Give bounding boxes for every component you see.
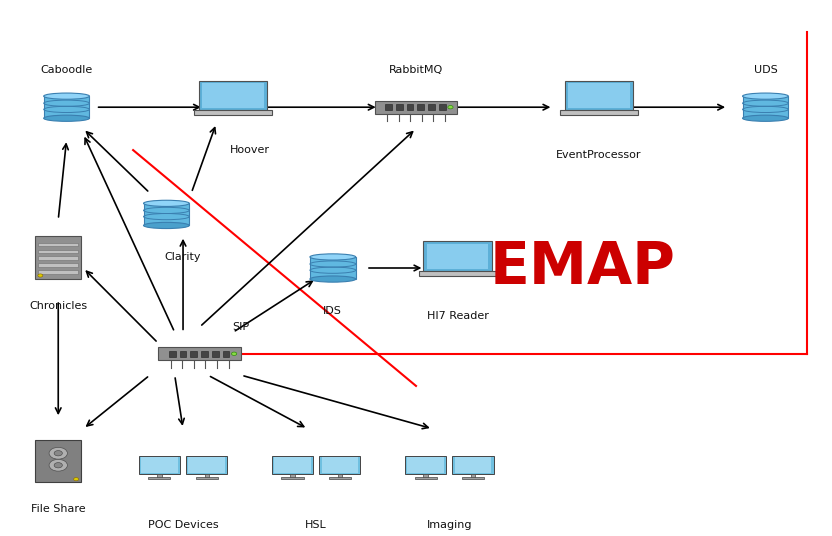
Bar	[141, 457, 178, 473]
Bar	[428, 104, 435, 110]
Text: File Share: File Share	[31, 504, 86, 514]
Circle shape	[49, 459, 67, 471]
Text: HI7 Reader: HI7 Reader	[427, 311, 488, 321]
Ellipse shape	[44, 93, 90, 99]
Bar	[418, 271, 497, 276]
Bar	[159, 347, 241, 360]
Bar	[453, 456, 493, 474]
Text: EMAP: EMAP	[489, 240, 676, 296]
Bar	[205, 474, 209, 478]
Bar	[38, 270, 78, 273]
Bar	[188, 457, 225, 473]
Ellipse shape	[310, 254, 356, 260]
Bar	[454, 457, 492, 473]
Bar	[274, 457, 311, 473]
Bar	[38, 250, 78, 253]
Circle shape	[74, 478, 78, 481]
Ellipse shape	[44, 115, 90, 121]
Bar	[407, 104, 414, 110]
Bar	[157, 474, 161, 478]
Bar	[201, 351, 208, 357]
Text: SIP: SIP	[233, 322, 250, 332]
Bar	[148, 478, 171, 479]
Text: EventProcessor: EventProcessor	[557, 151, 641, 160]
Bar	[438, 104, 446, 110]
Bar	[396, 104, 403, 110]
Circle shape	[448, 106, 453, 109]
Ellipse shape	[144, 200, 190, 206]
Bar	[38, 263, 78, 267]
Text: Chronicles: Chronicles	[29, 301, 87, 310]
Bar	[462, 478, 484, 479]
Bar	[414, 478, 437, 479]
Ellipse shape	[743, 93, 789, 99]
Bar	[427, 244, 488, 269]
Text: IDS: IDS	[324, 306, 342, 316]
Bar	[199, 80, 267, 110]
Bar	[310, 257, 356, 279]
Bar	[568, 83, 630, 108]
Text: UDS: UDS	[754, 65, 777, 75]
Bar	[423, 474, 428, 478]
Bar	[44, 96, 90, 118]
Bar	[418, 104, 424, 110]
Ellipse shape	[144, 222, 190, 228]
Bar	[321, 457, 359, 473]
Bar	[222, 351, 230, 357]
Text: POC Devices: POC Devices	[148, 520, 218, 530]
Bar	[196, 478, 218, 479]
Bar	[144, 203, 190, 226]
Bar	[194, 110, 272, 115]
Bar	[186, 456, 227, 474]
Circle shape	[54, 451, 62, 456]
Bar	[38, 243, 78, 246]
Bar	[565, 80, 633, 110]
Circle shape	[38, 274, 43, 277]
Bar	[423, 241, 492, 271]
Text: Caboodle: Caboodle	[41, 65, 92, 75]
Circle shape	[54, 463, 62, 468]
Bar	[202, 83, 264, 108]
Bar	[319, 456, 360, 474]
Bar	[139, 456, 180, 474]
Bar	[180, 351, 186, 357]
Bar	[329, 478, 351, 479]
Ellipse shape	[310, 276, 356, 282]
Circle shape	[231, 352, 237, 355]
Bar	[471, 474, 475, 478]
Bar	[338, 474, 342, 478]
Bar	[272, 456, 313, 474]
Ellipse shape	[743, 115, 789, 121]
Text: RabbitMQ: RabbitMQ	[389, 65, 443, 75]
Bar	[35, 236, 82, 279]
Bar	[35, 440, 82, 482]
Bar	[385, 104, 392, 110]
Bar	[290, 474, 295, 478]
Bar	[560, 110, 638, 115]
Text: Imaging: Imaging	[427, 520, 472, 530]
Text: HSL: HSL	[305, 520, 327, 530]
Bar	[281, 478, 304, 479]
Text: Hoover: Hoover	[230, 145, 270, 155]
Bar	[405, 456, 446, 474]
Bar	[212, 351, 219, 357]
Circle shape	[49, 448, 67, 459]
Bar	[191, 351, 197, 357]
Text: Clarity: Clarity	[165, 252, 201, 262]
Bar	[169, 351, 176, 357]
Bar	[38, 256, 78, 260]
Bar	[743, 96, 789, 118]
Bar	[375, 101, 458, 114]
Bar	[407, 457, 444, 473]
